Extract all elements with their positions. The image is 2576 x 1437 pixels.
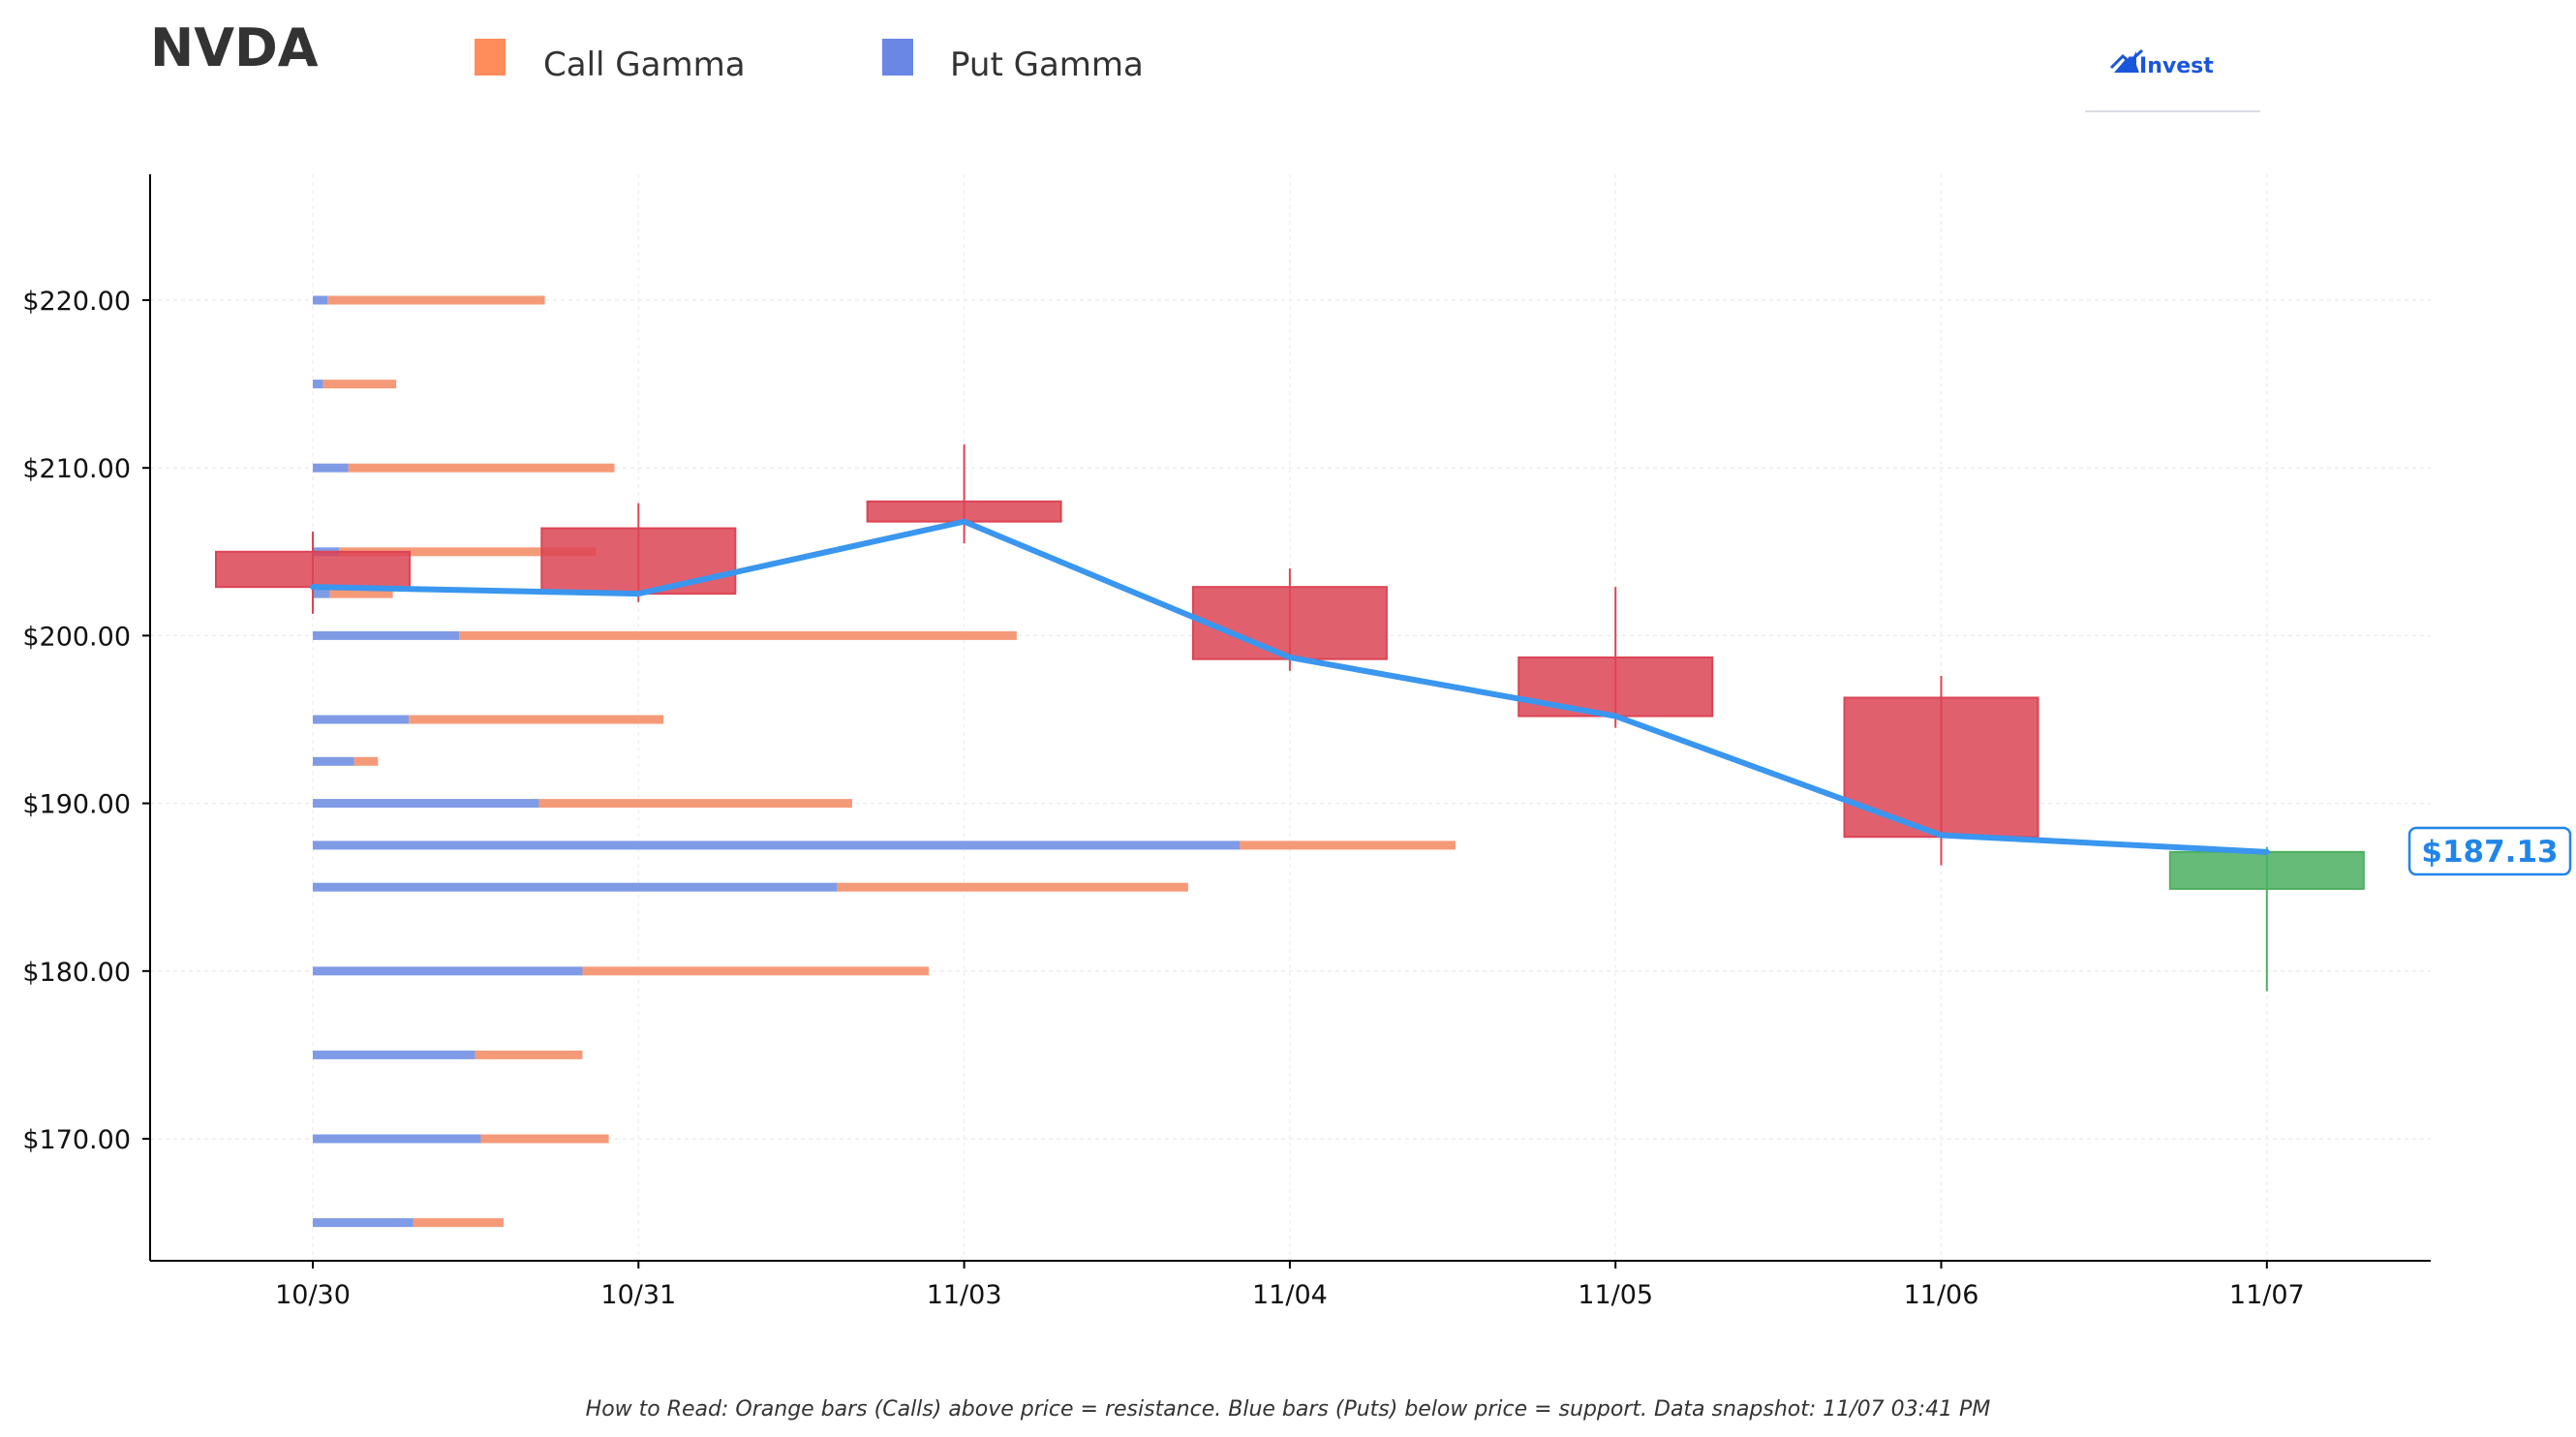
logo-text: AInvest xyxy=(2123,54,2214,78)
x-tick-label: 11/07 xyxy=(2229,1280,2305,1310)
close-price-polyline xyxy=(310,518,2270,855)
call-gamma-bar xyxy=(322,380,397,389)
put-gamma-bar xyxy=(313,630,460,640)
candle-body xyxy=(866,500,1062,523)
put-gamma-bar xyxy=(313,966,583,976)
call-gamma-bar xyxy=(538,799,852,809)
candle-body xyxy=(1518,656,1714,718)
call-gamma-bar xyxy=(1239,841,1456,850)
put-gamma-bar xyxy=(313,715,410,724)
call-gamma-bar xyxy=(327,295,545,305)
x-tick-label: 11/06 xyxy=(1904,1280,1979,1310)
put-gamma-bar xyxy=(313,799,539,809)
y-tick-label: $200.00 xyxy=(22,622,131,652)
put-gamma-bar xyxy=(313,295,328,305)
x-tick-label: 11/04 xyxy=(1252,1280,1328,1310)
candle-body xyxy=(1843,696,2039,839)
legend-label-put-gamma: Put Gamma xyxy=(950,46,1144,84)
call-gamma-bar xyxy=(329,589,393,598)
footnote-how-to-read: How to Read: Orange bars (Calls) above p… xyxy=(586,1397,1991,1422)
brand-logo: AInvest xyxy=(2085,48,2260,112)
call-gamma-bar xyxy=(348,463,615,473)
put-gamma-bar xyxy=(313,1218,414,1228)
put-gamma-bar xyxy=(313,463,349,473)
candle-body xyxy=(2168,850,2365,890)
close-price-line xyxy=(310,518,2270,855)
x-tick-label: 11/03 xyxy=(927,1280,1002,1310)
x-tick-label: 10/30 xyxy=(275,1280,351,1310)
put-gamma-bar xyxy=(313,882,838,892)
call-gamma-bar xyxy=(837,882,1188,892)
y-tick-label: $180.00 xyxy=(22,958,131,988)
ainvest-logo-icon xyxy=(2109,48,2144,73)
legend: Call Gamma Put Gamma xyxy=(475,39,1144,84)
y-tick-label: $220.00 xyxy=(22,287,131,317)
legend-swatch-call-gamma xyxy=(475,39,506,76)
call-gamma-bar xyxy=(413,1218,505,1228)
candle-body xyxy=(215,550,411,589)
x-tick-label: 10/31 xyxy=(600,1280,676,1310)
ticker-title: NVDA xyxy=(150,17,319,78)
put-gamma-bar xyxy=(313,380,323,389)
call-gamma-bar xyxy=(480,1134,609,1144)
call-gamma-bar xyxy=(353,756,379,766)
current-price-label: $187.13 xyxy=(2421,835,2558,870)
put-gamma-bar xyxy=(313,1134,481,1144)
y-tick-label: $170.00 xyxy=(22,1125,131,1155)
current-price-badge: $187.13 xyxy=(2407,826,2572,876)
call-gamma-bar xyxy=(475,1050,583,1059)
axes: $170.00 $180.00 $190.00 $200.00 $210.00 $220.… xyxy=(22,174,2431,1310)
legend-swatch-put-gamma xyxy=(882,39,913,76)
candle-body xyxy=(540,527,737,596)
y-tick-label: $210.00 xyxy=(22,454,131,484)
candles xyxy=(215,443,2365,992)
put-gamma-bar xyxy=(313,1050,475,1059)
gamma-bars xyxy=(313,295,1456,1228)
put-gamma-bar xyxy=(313,589,330,598)
put-gamma-bar xyxy=(313,841,1240,850)
call-gamma-bar xyxy=(459,630,1017,640)
call-gamma-bar xyxy=(409,715,664,724)
legend-label-call-gamma: Call Gamma xyxy=(543,46,746,84)
put-gamma-bar xyxy=(313,756,354,766)
x-tick-label: 11/05 xyxy=(1578,1280,1653,1310)
candle-body xyxy=(1191,586,1388,660)
call-gamma-bar xyxy=(339,547,597,557)
y-tick-label: $190.00 xyxy=(22,790,131,820)
call-gamma-bar xyxy=(582,966,930,976)
current-price-badge-box xyxy=(2407,826,2572,876)
